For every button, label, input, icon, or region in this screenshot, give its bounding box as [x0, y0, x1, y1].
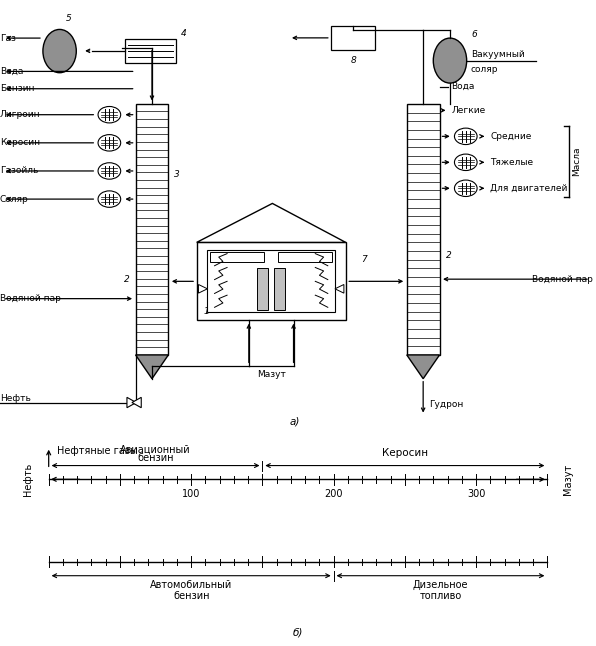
Text: топливо: топливо — [420, 590, 461, 601]
Circle shape — [98, 134, 120, 151]
Text: Бензин: Бензин — [0, 84, 35, 93]
Text: 6: 6 — [471, 30, 477, 39]
Text: соляр: соляр — [471, 65, 498, 74]
Bar — [331, 26, 375, 50]
Polygon shape — [335, 284, 344, 293]
Ellipse shape — [43, 30, 76, 73]
Text: Лигроин: Лигроин — [0, 110, 41, 120]
Text: 200: 200 — [324, 489, 343, 499]
Text: 1: 1 — [204, 307, 210, 316]
Text: Автомобильный: Автомобильный — [150, 580, 232, 590]
Text: Масла: Масла — [572, 147, 581, 176]
Text: бензин: бензин — [137, 453, 174, 463]
Text: Соляр: Соляр — [0, 194, 29, 203]
Text: 2: 2 — [124, 275, 130, 284]
Text: Вакуумный: Вакуумный — [471, 50, 524, 59]
Circle shape — [98, 107, 120, 123]
Polygon shape — [132, 397, 141, 408]
Circle shape — [98, 191, 120, 207]
Text: Нефть: Нефть — [23, 463, 33, 496]
Text: Нефтяные газы: Нефтяные газы — [57, 446, 138, 455]
Text: 8: 8 — [350, 56, 356, 65]
Bar — [136, 104, 169, 355]
Text: Вода: Вода — [0, 67, 23, 76]
Polygon shape — [406, 355, 440, 379]
Polygon shape — [197, 203, 346, 242]
Bar — [125, 39, 176, 63]
Text: 4: 4 — [181, 29, 187, 38]
Circle shape — [455, 128, 477, 145]
Circle shape — [455, 180, 477, 196]
Text: Дизельное: Дизельное — [412, 580, 468, 590]
Text: 300: 300 — [467, 489, 485, 499]
Text: Керосин: Керосин — [0, 138, 40, 147]
Text: бензин: бензин — [173, 590, 209, 601]
Polygon shape — [136, 355, 168, 379]
Polygon shape — [198, 284, 207, 293]
Text: Средние: Средние — [490, 132, 532, 141]
Text: Гудрон: Гудрон — [429, 400, 464, 409]
Text: 7: 7 — [361, 255, 367, 264]
Text: Легкие: Легкие — [452, 106, 486, 115]
Text: Водяной пар: Водяной пар — [532, 275, 593, 284]
Text: Тяжелые: Тяжелые — [490, 158, 533, 167]
Circle shape — [455, 154, 477, 171]
Bar — [406, 104, 439, 355]
Text: Нефть: Нефть — [0, 393, 31, 402]
Polygon shape — [127, 397, 136, 408]
Text: Мазут: Мазут — [257, 370, 285, 379]
Text: 3: 3 — [174, 170, 180, 179]
Bar — [197, 242, 346, 320]
Text: Газ: Газ — [0, 34, 16, 43]
Circle shape — [98, 163, 120, 179]
Text: 100: 100 — [182, 489, 200, 499]
Bar — [210, 253, 264, 262]
Bar — [207, 250, 335, 313]
Text: а): а) — [290, 417, 300, 427]
Text: Авиационный: Авиационный — [120, 444, 191, 454]
Text: Водяной пар: Водяной пар — [0, 294, 61, 303]
Text: Газойль: Газойль — [0, 167, 38, 176]
Bar — [278, 253, 332, 262]
Text: Керосин: Керосин — [382, 448, 428, 458]
Ellipse shape — [433, 38, 467, 83]
Text: б): б) — [293, 627, 303, 637]
Text: Вода: Вода — [452, 82, 475, 91]
Bar — [257, 268, 268, 310]
Text: 5: 5 — [66, 14, 72, 23]
Text: 2: 2 — [445, 251, 451, 260]
Text: Мазут: Мазут — [563, 464, 573, 495]
Bar — [274, 268, 285, 310]
Text: Для двигателей: Для двигателей — [490, 183, 567, 193]
